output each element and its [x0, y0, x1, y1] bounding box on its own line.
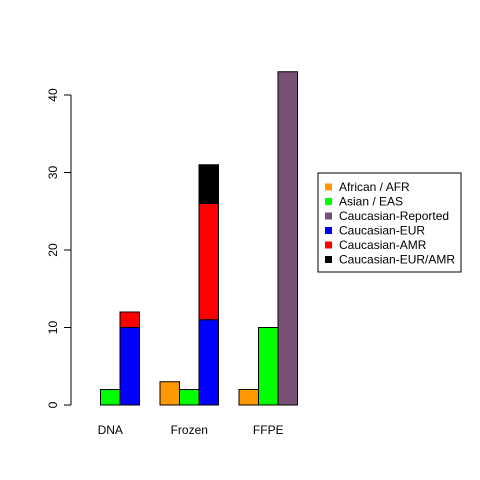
legend-label: Caucasian-AMR [339, 238, 427, 252]
bar-segment [198, 319, 219, 406]
y-tick-label: 20 [46, 243, 60, 257]
legend-swatch [325, 212, 332, 220]
x-group-label: Frozen [171, 423, 208, 437]
legend-label: Caucasian-Reported [339, 209, 449, 223]
bars [100, 71, 298, 406]
bar-segment [159, 381, 180, 406]
bar-segment [238, 389, 259, 406]
legend-swatch [325, 227, 332, 234]
legend-swatch [325, 256, 332, 263]
x-group-label: DNA [98, 423, 123, 437]
x-group-label: FFPE [253, 423, 284, 437]
bar-segment [119, 327, 140, 406]
bar-segment [100, 389, 121, 406]
y-tick-label: 30 [46, 166, 60, 180]
bar-segment [179, 389, 200, 406]
bar-segment [119, 311, 140, 328]
legend-label: Asian / EAS [339, 195, 403, 209]
bar-segment [258, 327, 279, 406]
legend-swatch [325, 241, 332, 249]
bar-segment [198, 164, 219, 204]
legend-label: Caucasian-EUR [339, 224, 425, 238]
legend-box [317, 172, 462, 273]
y-tick-label: 10 [46, 321, 60, 335]
legend-label: Caucasian-EUR/AMR [339, 253, 455, 267]
y-axis: 0 10 20 30 40 [46, 88, 72, 408]
bar-segment [198, 203, 219, 321]
legend-swatch [325, 183, 332, 191]
x-axis-labels: DNA Frozen FFPE [98, 423, 284, 437]
bar-segment [277, 71, 298, 406]
y-tick-label: 0 [46, 401, 60, 408]
legend-swatch [325, 198, 332, 205]
y-tick-label: 40 [46, 88, 60, 102]
legend-label: African / AFR [339, 180, 410, 194]
